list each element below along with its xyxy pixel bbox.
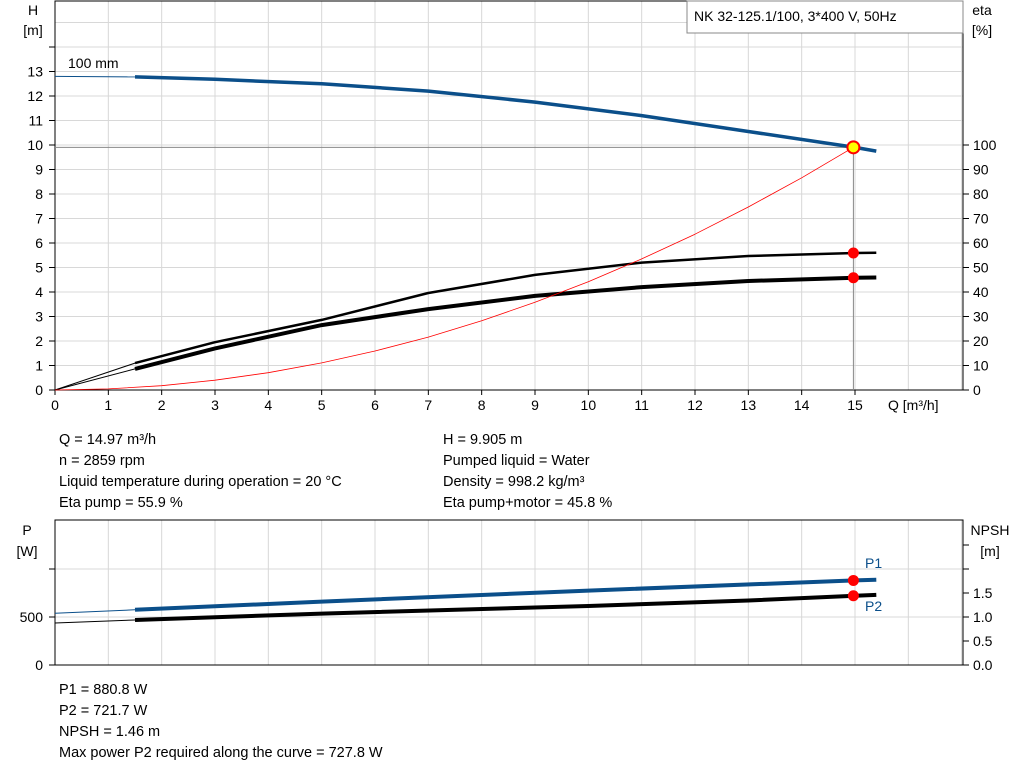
operating-point-eta-pump-motor [847, 272, 859, 284]
info-speed: n = 2859 rpm [59, 453, 145, 469]
y-tick-label: 8 [35, 186, 43, 202]
curve-P1 [134, 577, 877, 612]
x-tick-label: 12 [687, 397, 703, 413]
operating-point-p2 [847, 590, 859, 602]
curve-P2 [134, 592, 877, 622]
info-max-p2: Max power P2 required along the curve = … [59, 745, 383, 761]
y-axis-label: P [22, 522, 31, 538]
curve-P1-extension [54, 609, 136, 614]
x-tick-label: 5 [318, 397, 326, 413]
y2-axis-label: eta [972, 2, 992, 18]
y2-tick-label: 1.5 [973, 585, 993, 601]
y2-axis-label: NPSH [971, 522, 1010, 538]
y2-axis-unit: [m] [980, 543, 999, 559]
y2-tick-label: 80 [973, 186, 989, 202]
x-tick-label: 10 [581, 397, 597, 413]
y2-axis-unit: [%] [972, 22, 992, 38]
info-temp: Liquid temperature during operation = 20… [59, 474, 342, 490]
curve-eta-pump-motor [134, 275, 877, 371]
x-tick-label: 1 [104, 397, 112, 413]
y-tick-label: 13 [27, 64, 43, 80]
series-label-p1: P1 [865, 555, 882, 571]
info-liquid: Pumped liquid = Water [443, 453, 590, 469]
y-tick-label: 0 [35, 657, 43, 673]
x-axis-label: Q [m³/h] [888, 397, 939, 413]
info-top-left: Q = 14.97 m³/h n = 2859 rpm Liquid tempe… [59, 430, 342, 514]
curve-P2-extension [54, 619, 136, 624]
y2-tick-label: 100 [973, 137, 997, 153]
y2-tick-label: 30 [973, 309, 989, 325]
y2-tick-label: 1.0 [973, 609, 993, 625]
y-tick-label: 9 [35, 162, 43, 178]
y-axis-unit: [W] [17, 543, 38, 559]
y-tick-label: 7 [35, 211, 43, 227]
x-tick-label: 13 [741, 397, 757, 413]
y-tick-label: 11 [28, 113, 43, 129]
x-tick-label: 2 [158, 397, 166, 413]
y-axis-unit: [m] [23, 22, 42, 38]
curve-eta-pump-extension [54, 362, 136, 391]
info-eta-pump: Eta pump = 55.9 % [59, 495, 183, 511]
y-tick-label: 6 [35, 235, 43, 251]
info-eta-pump-motor: Eta pump+motor = 45.8 % [443, 495, 613, 511]
y-tick-label: 2 [35, 333, 43, 349]
operating-point-p1 [847, 574, 859, 586]
y-tick-label: 10 [27, 137, 43, 153]
x-tick-label: 7 [424, 397, 432, 413]
info-bottom: P1 = 880.8 W P2 = 721.7 W NPSH = 1.46 m … [59, 680, 383, 764]
chart-title: NK 32-125.1/100, 3*400 V, 50Hz [694, 8, 897, 24]
y-tick-label: 1 [35, 358, 43, 374]
x-tick-label: 14 [794, 397, 810, 413]
x-tick-label: 11 [634, 397, 649, 413]
y2-tick-label: 0 [973, 382, 981, 398]
operating-point-eta-pump [847, 247, 859, 259]
info-density: Density = 998.2 kg/m³ [443, 474, 585, 490]
curve-eta-pump [134, 251, 877, 365]
plot-frame [54, 0, 964, 391]
info-p2: P2 = 721.7 W [59, 703, 148, 719]
x-tick-label: 4 [264, 397, 272, 413]
y-tick-label: 12 [27, 88, 43, 104]
y-tick-label: 500 [20, 609, 44, 625]
y2-tick-label: 90 [973, 162, 989, 178]
y2-tick-label: 40 [973, 284, 989, 300]
info-q: Q = 14.97 m³/h [59, 432, 157, 448]
y2-tick-label: 20 [973, 333, 989, 349]
x-tick-label: 15 [847, 397, 863, 413]
y2-tick-label: 70 [973, 211, 989, 227]
y2-tick-label: 60 [973, 235, 989, 251]
info-npsh: NPSH = 1.46 m [59, 724, 161, 740]
curve-H [134, 75, 877, 153]
y2-tick-label: 0.0 [973, 657, 993, 673]
info-top-right: H = 9.905 m Pumped liquid = Water Densit… [443, 430, 612, 514]
y2-tick-label: 10 [973, 358, 989, 374]
curve-system-curve [54, 146, 854, 391]
y2-tick-label: 50 [973, 260, 989, 276]
info-p1: P1 = 880.8 W [59, 682, 148, 698]
x-tick-label: 9 [531, 397, 539, 413]
operating-point-h [846, 140, 861, 155]
x-tick-label: 8 [478, 397, 486, 413]
info-h: H = 9.905 m [443, 432, 523, 448]
y-tick-label: 0 [35, 382, 43, 398]
x-tick-label: 0 [51, 397, 59, 413]
x-tick-label: 6 [371, 397, 379, 413]
curve-eta-pump-motor-extension [54, 368, 136, 391]
y2-tick-label: 0.5 [973, 633, 993, 649]
title-box [686, 0, 964, 34]
y-tick-label: 3 [35, 309, 43, 325]
curve-label: 100 mm [68, 55, 119, 71]
y-tick-label: 4 [35, 284, 43, 300]
x-tick-label: 3 [211, 397, 219, 413]
y-axis-label: H [28, 2, 38, 18]
curve-H-extension [54, 75, 136, 78]
y-tick-label: 5 [35, 260, 43, 276]
series-label-p2: P2 [865, 598, 882, 614]
